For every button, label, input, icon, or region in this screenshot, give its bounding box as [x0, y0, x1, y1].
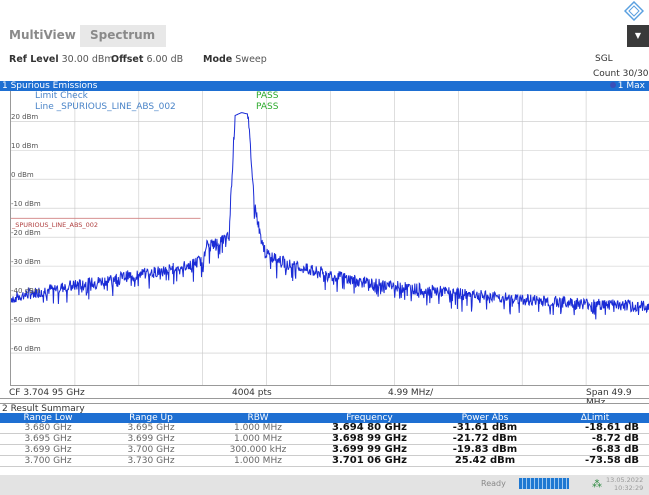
- pass-indicator-2: PASS: [256, 102, 279, 112]
- ready-status: Ready: [481, 479, 506, 488]
- date: 13.05.2022: [606, 476, 644, 484]
- table-cell: 3.698 99 GHz: [310, 433, 429, 445]
- y-tick-label: -40 dBm: [11, 287, 41, 296]
- table-cell: 1.000 MHz: [206, 455, 310, 467]
- table-cell: 3.700 GHz: [96, 444, 206, 456]
- table-header-row: Range Low Range Up RBW Frequency Power A…: [0, 413, 649, 423]
- tab-spectrum[interactable]: Spectrum: [80, 25, 166, 47]
- spectrum-plot[interactable]: 20 dBm 10 dBm 0 dBm -10 dBm -20 dBm -30 dBm -4…: [10, 91, 649, 386]
- plot-footer: CF 3.704 95 GHz 4004 pts 4.99 MHz/ Span …: [0, 387, 649, 408]
- y-tick-label: -60 dBm: [11, 345, 41, 354]
- ref-level-label: Ref Level: [9, 54, 59, 65]
- trace-indicator[interactable]: 1 Max: [609, 81, 645, 91]
- window1-title-bar[interactable]: 1 Spurious Emissions 1 Max: [0, 81, 649, 91]
- grid: [11, 91, 649, 385]
- status-bar: [0, 475, 649, 495]
- window2-title-bar[interactable]: 2 Result Summary: [0, 403, 649, 414]
- window2-title: 2 Result Summary: [2, 404, 85, 414]
- chevron-down-icon: ▼: [634, 31, 642, 40]
- pass-indicator-1: PASS: [256, 91, 279, 101]
- offset-value: 6.00 dB: [146, 54, 184, 65]
- col-frequency[interactable]: Frequency: [310, 413, 429, 423]
- table-cell: 3.699 GHz: [96, 433, 206, 445]
- y-tick-label: -20 dBm: [11, 229, 41, 238]
- table-cell: -18.61 dB: [541, 423, 649, 434]
- ref-level-value: 30.00 dBm: [61, 54, 114, 65]
- trace-line: [11, 112, 649, 320]
- trace-label: 1 Max: [617, 81, 645, 91]
- frequency-per-div: 4.99 MHz/: [388, 388, 434, 398]
- trace-dot-icon: [609, 82, 616, 88]
- offset-label: Offset: [111, 54, 144, 65]
- table-row[interactable]: 3.700 GHz 3.730 GHz 1.000 MHz 3.701 06 GHz 2…: [0, 455, 649, 467]
- table-cell: 25.42 dBm: [429, 455, 541, 467]
- table-cell: 3.694 80 GHz: [310, 423, 429, 434]
- y-tick-label: 0 dBm: [11, 171, 34, 180]
- result-summary-table: Range Low Range Up RBW Frequency Power A…: [0, 413, 649, 467]
- table-cell: -8.72 dB: [541, 433, 649, 445]
- point-count: 4004 pts: [232, 388, 272, 398]
- network-icon[interactable]: ⁂: [592, 479, 602, 490]
- tab-multiview[interactable]: MultiView: [9, 28, 76, 42]
- col-delta-limit[interactable]: ΔLimit: [541, 413, 649, 423]
- table-cell: -19.83 dBm: [429, 444, 541, 456]
- mode-value: Sweep: [235, 54, 267, 65]
- table-cell: 300.000 kHz: [206, 444, 310, 456]
- offset-info[interactable]: Offset 6.00 dB: [111, 54, 183, 65]
- date-time: 13.05.2022 10:32:29: [606, 476, 643, 492]
- progress-bar: [519, 478, 569, 489]
- table-cell: 1.000 MHz: [206, 423, 310, 434]
- table-cell: -31.61 dBm: [429, 423, 541, 434]
- table-cell: 3.695 GHz: [0, 433, 96, 445]
- col-power-abs[interactable]: Power Abs: [429, 413, 541, 423]
- center-frequency[interactable]: CF 3.704 95 GHz: [9, 388, 85, 398]
- ref-level-info[interactable]: Ref Level 30.00 dBm: [9, 54, 114, 65]
- col-range-low[interactable]: Range Low: [0, 413, 96, 423]
- y-tick-label: 20 dBm: [11, 113, 39, 122]
- y-tick-label: -30 dBm: [11, 258, 41, 267]
- table-cell: -21.72 dBm: [429, 433, 541, 445]
- table-cell: -6.83 dB: [541, 444, 649, 456]
- sweep-count: Count 30/30: [593, 69, 649, 79]
- sgl-indicator: SGL: [595, 54, 613, 64]
- mode-info[interactable]: Mode Sweep: [203, 54, 267, 65]
- table-cell: 3.730 GHz: [96, 455, 206, 467]
- col-range-up[interactable]: Range Up: [96, 413, 206, 423]
- mode-label: Mode: [203, 54, 233, 65]
- limit-check-label: Limit Check: [35, 91, 88, 101]
- window1-title: 1 Spurious Emissions: [2, 81, 98, 91]
- table-cell: 3.701 06 GHz: [310, 455, 429, 467]
- table-cell: 3.695 GHz: [96, 423, 206, 434]
- tab-bar: MultiView * Spectrum: [0, 25, 649, 47]
- limit-line-name: _SPURIOUS_LINE_ABS_002: [12, 221, 99, 229]
- y-tick-label: 10 dBm: [11, 142, 39, 151]
- table-cell: 1.000 MHz: [206, 433, 310, 445]
- col-rbw[interactable]: RBW: [206, 413, 310, 423]
- table-cell: 3.680 GHz: [0, 423, 96, 434]
- table-row[interactable]: 3.680 GHz 3.695 GHz 1.000 MHz 3.694 80 GHz -…: [0, 423, 649, 434]
- limit-line-label: Line _SPURIOUS_LINE_ABS_002: [35, 102, 176, 112]
- y-tick-label: -10 dBm: [11, 200, 41, 209]
- spectrum-svg: [11, 91, 649, 385]
- rs-logo-icon: [624, 1, 644, 21]
- table-row[interactable]: 3.699 GHz 3.700 GHz 300.000 kHz 3.699 99 GH…: [0, 444, 649, 456]
- tab-spectrum-label: Spectrum: [90, 28, 156, 42]
- menu-button[interactable]: ▼: [627, 25, 649, 47]
- result-rows: 3.680 GHz 3.695 GHz 1.000 MHz 3.694 80 GHz -…: [0, 423, 649, 467]
- table-cell: 3.699 99 GHz: [310, 444, 429, 456]
- y-tick-label: -50 dBm: [11, 316, 41, 325]
- table-row[interactable]: 3.695 GHz 3.699 GHz 1.000 MHz 3.698 99 GHz -…: [0, 433, 649, 445]
- table-cell: -73.58 dB: [541, 455, 649, 467]
- table-cell: 3.700 GHz: [0, 455, 96, 467]
- time: 10:32:29: [614, 484, 644, 492]
- table-cell: 3.699 GHz: [0, 444, 96, 456]
